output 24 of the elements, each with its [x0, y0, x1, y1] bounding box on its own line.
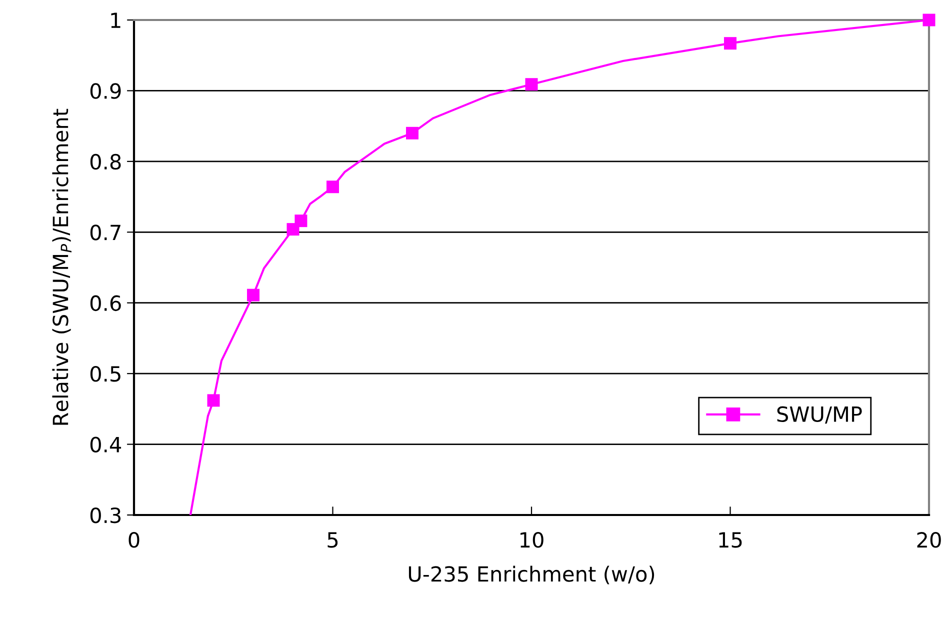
point: [724, 37, 736, 50]
point: [525, 78, 538, 91]
point: [922, 14, 936, 26]
y-tick-label: 0.4: [90, 436, 122, 452]
y-axis-title: Relative (SWU/M$_{P}$)/Enrichment: [52, 108, 72, 425]
point: [207, 394, 220, 407]
legend-label: SWU/MP: [777, 406, 862, 424]
y-tick-label: 0.9: [90, 83, 121, 99]
point: [294, 214, 308, 228]
x-axis-title: U-235 Enrichment (w/o): [408, 566, 654, 584]
point: [406, 126, 418, 140]
x-tick-label: 5: [328, 532, 338, 548]
y-tick-label: 0.6: [90, 295, 121, 312]
point: [247, 288, 260, 302]
x-tick-label: 20: [917, 532, 941, 548]
x-tick-label: 15: [719, 532, 742, 548]
y-tick-label: 0.8: [90, 154, 121, 170]
y-tick-label: 0.7: [90, 224, 120, 240]
y-tick-label: 0.5: [90, 366, 120, 382]
x-tick-label: 0: [128, 532, 140, 548]
x-tick-label: 10: [520, 532, 544, 548]
y-tick-label: 1: [111, 12, 120, 28]
point: [326, 180, 339, 194]
y-tick-label: 0.3: [90, 507, 121, 524]
